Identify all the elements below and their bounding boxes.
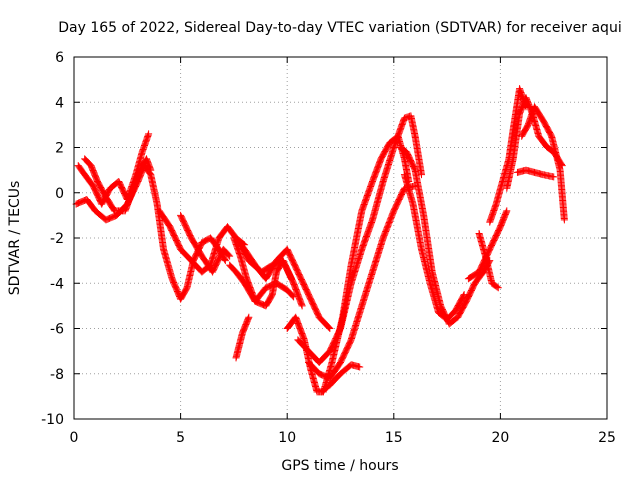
series-track-1: [72, 162, 229, 303]
y-tick-label: 6: [55, 50, 64, 66]
data-point: [145, 130, 153, 138]
series-track-16: [400, 171, 468, 323]
y-tick-label: -10: [41, 412, 64, 428]
data-point: [494, 284, 502, 292]
data-point: [550, 173, 558, 181]
series-track-7: [226, 261, 298, 305]
data-point: [147, 166, 155, 174]
chart-title: Day 165 of 2022, Sidereal Day-to-day VTE…: [58, 20, 621, 36]
data-point: [460, 292, 467, 300]
series-track-3: [81, 155, 155, 215]
data-point: [245, 313, 253, 321]
series-track-20: [503, 94, 566, 192]
y-tick-label: 0: [55, 186, 64, 202]
series-track-11: [283, 132, 413, 396]
data-point: [221, 257, 229, 265]
y-axis-label: SDTVAR / TECUs: [7, 181, 23, 296]
y-tick-label: -8: [50, 367, 64, 383]
series-track-19: [486, 85, 530, 226]
data-point: [325, 324, 333, 332]
series-track-14: [317, 361, 364, 396]
y-tick-label: -2: [50, 231, 64, 247]
data-point: [356, 363, 364, 371]
series-track-5: [177, 211, 234, 276]
data-point: [298, 302, 306, 310]
data-point: [225, 251, 233, 259]
x-tick-label: 25: [598, 430, 616, 446]
x-tick-label: 10: [278, 430, 296, 446]
series-track-18: [475, 229, 502, 292]
data-point: [460, 291, 468, 299]
series-track-21: [518, 103, 568, 224]
x-tick-label: 15: [385, 430, 403, 446]
series-track-22: [513, 166, 558, 181]
series-track-12: [294, 112, 426, 366]
x-tick-label: 0: [70, 430, 79, 446]
y-tick-label: -4: [50, 276, 64, 292]
data-point: [493, 283, 501, 291]
data-point: [226, 252, 234, 260]
data-point: [326, 325, 334, 332]
axis-ticks: 0 5 10 15 20 25 -10 -8 -6 -4 -2 0 2 4 6: [41, 50, 616, 446]
x-tick-label: 5: [176, 430, 185, 446]
series-track-10: [232, 313, 253, 362]
data-point: [221, 255, 229, 263]
data-point: [560, 216, 568, 224]
x-tick-label: 20: [491, 430, 509, 446]
y-tick-label: -6: [50, 322, 64, 338]
x-axis-label: GPS time / hours: [281, 458, 398, 474]
series-track-9: [236, 241, 306, 310]
y-tick-label: 4: [55, 95, 64, 111]
data-point: [503, 207, 511, 215]
y-tick-label: 2: [55, 141, 64, 157]
data-points: [72, 85, 568, 396]
